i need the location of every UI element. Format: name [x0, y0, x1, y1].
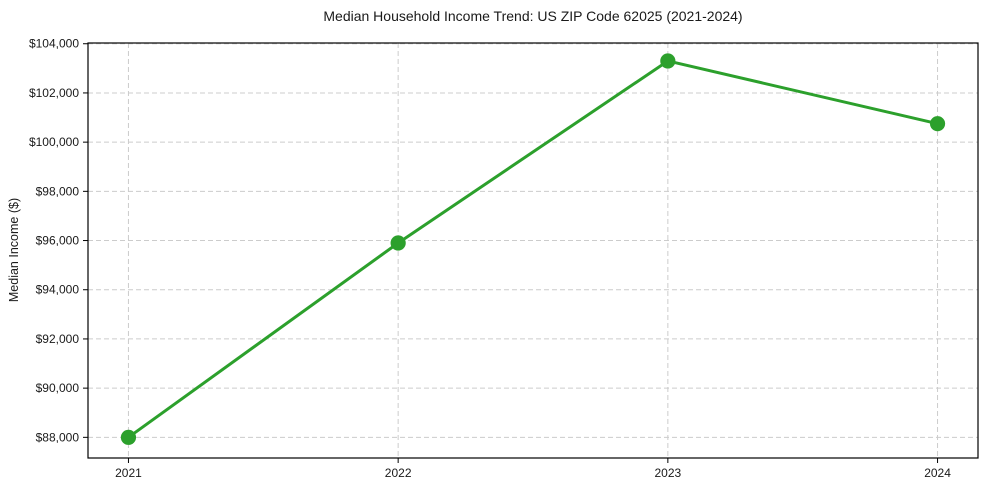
data-point-2023 — [660, 53, 676, 69]
y-tick-label: $90,000 — [36, 381, 80, 395]
y-tick-label: $98,000 — [36, 184, 80, 198]
x-tick-label: 2024 — [924, 466, 951, 480]
y-tick-label: $88,000 — [36, 430, 80, 444]
y-tick-label: $96,000 — [36, 234, 80, 248]
y-tick-label: $102,000 — [29, 86, 79, 100]
x-tick-label: 2021 — [115, 466, 142, 480]
y-tick-label: $94,000 — [36, 283, 80, 297]
y-tick-label: $100,000 — [29, 135, 79, 149]
y-tick-label: $92,000 — [36, 332, 80, 346]
y-axis-label: Median Income ($) — [7, 197, 21, 303]
plot-border — [87, 42, 979, 459]
chart-title: Median Household Income Trend: US ZIP Co… — [323, 8, 743, 24]
trend-line — [126, 59, 940, 439]
data-point-2022 — [390, 235, 406, 251]
x-tick-label: 2022 — [385, 466, 412, 480]
data-point-2024 — [929, 116, 946, 132]
data-point-2021 — [120, 429, 137, 445]
y-tick-label: $104,000 — [29, 37, 79, 51]
x-tick-label: 2023 — [654, 466, 681, 480]
